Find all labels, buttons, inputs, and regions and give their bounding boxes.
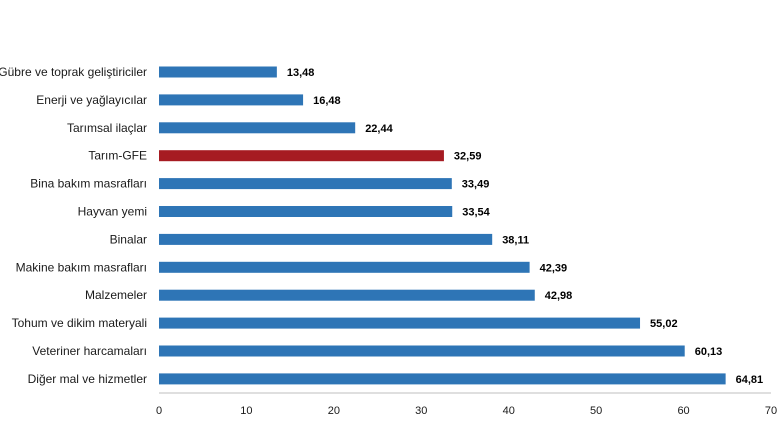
x-tick-label: 10 [240,405,252,417]
category-label: Tohum ve dikim materyali [12,316,147,330]
bar [159,178,452,190]
value-label: 38,11 [502,234,529,246]
value-label: 42,39 [540,262,568,274]
x-tick-label: 0 [156,405,162,417]
value-label: 33,54 [462,207,490,219]
x-tick-label: 50 [590,405,602,417]
category-label: Veteriner harcamaları [32,344,147,358]
category-label: Tarımsal ilaçlar [67,121,147,135]
value-label: 32,59 [454,151,482,163]
value-label: 60,13 [695,346,723,358]
category-label: Malzemeler [85,288,147,302]
category-label: Bina bakım masrafları [30,177,147,191]
category-label: Gübre ve toprak geliştiriciler [0,65,147,79]
bars-layer: Gübre ve toprak geliştiriciler 13,48 Enerj… [0,65,763,386]
value-label: 55,02 [650,318,678,330]
x-tick-label: 70 [765,405,777,417]
category-label: Diğer mal ve hizmetler [28,372,147,386]
value-label: 13,48 [287,67,315,79]
bar [159,94,304,106]
bar [159,345,685,357]
bar [159,66,277,78]
category-label: Hayvan yemi [78,205,147,219]
x-tick-label: 60 [677,405,689,417]
bar [159,122,356,134]
bar [159,289,535,301]
bar [159,373,726,385]
bar [159,261,530,273]
bar [159,233,493,245]
category-label: Makine bakım masrafları [16,260,147,274]
category-label: Enerji ve yağlayıcılar [36,93,147,107]
value-label: 64,81 [736,374,764,386]
x-axis-ticks: 0 10 20 30 40 50 60 70 [156,405,777,417]
category-label: Tarım-GFE [88,149,147,163]
bar [159,206,453,217]
bar-highlighted [159,150,444,162]
x-tick-label: 30 [415,405,427,417]
value-label: 42,98 [545,290,573,302]
value-label: 16,48 [313,95,341,107]
category-label: Binalar [110,232,147,246]
bar [159,317,641,329]
x-tick-label: 20 [328,405,340,417]
x-tick-label: 40 [503,405,515,417]
value-label: 22,44 [365,123,393,135]
value-label: 33,49 [462,179,490,191]
